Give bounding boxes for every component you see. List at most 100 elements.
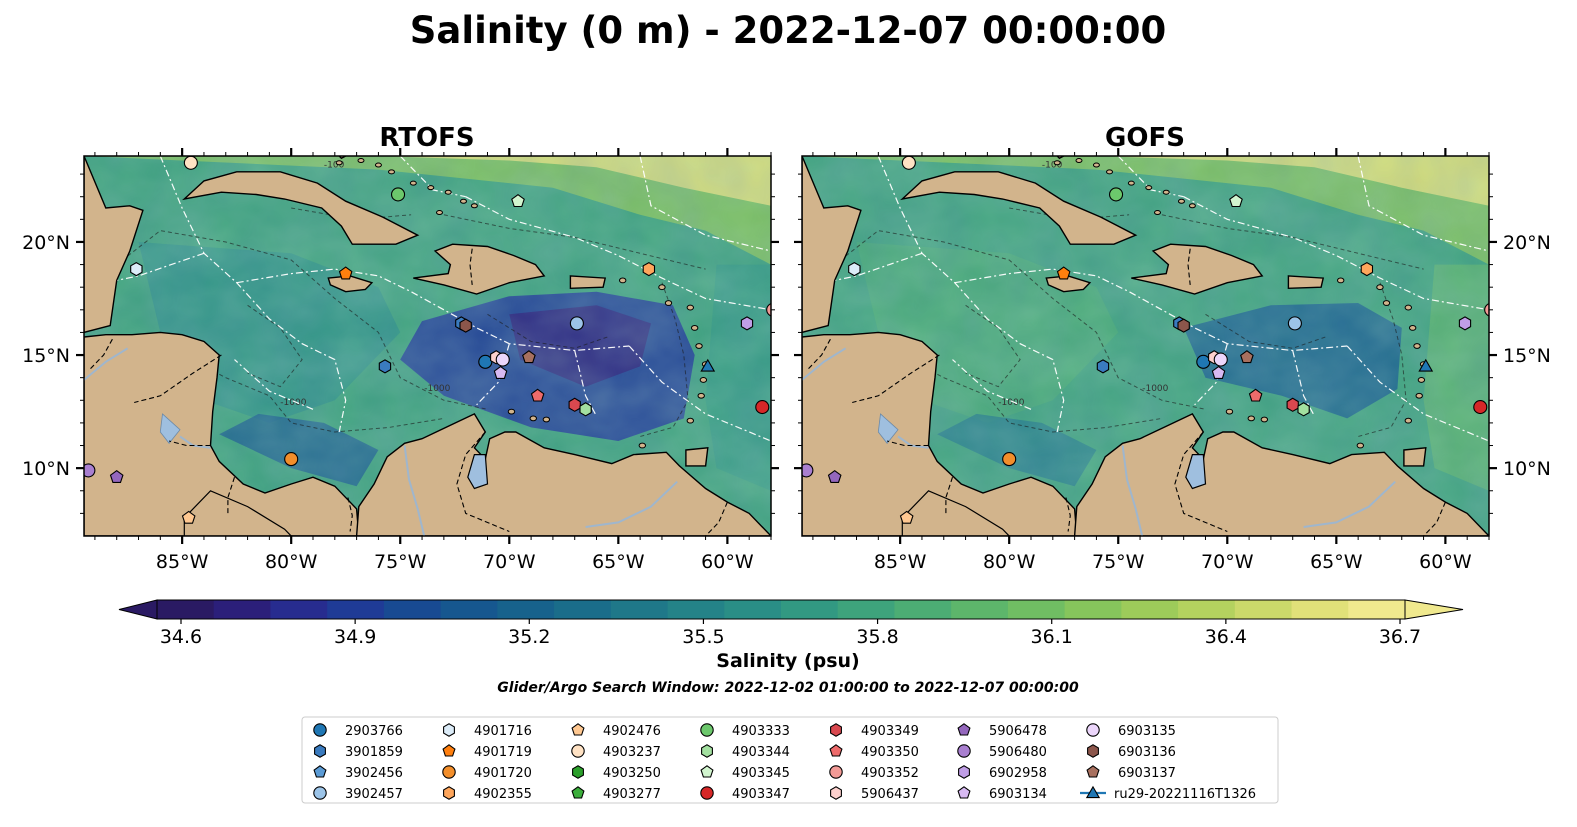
legend-marker-pentagon: [571, 723, 585, 736]
eez-boundary: [234, 359, 314, 410]
island: [618, 277, 627, 284]
country-border: [347, 497, 353, 532]
land-yucatan: [84, 156, 144, 334]
legend-label: 4903277: [603, 787, 661, 802]
eez-boundary: [465, 196, 771, 311]
legend-marker-pentagon: [957, 723, 971, 736]
colorbar-swatch: [781, 600, 839, 619]
island: [435, 210, 443, 216]
float-marker: [1211, 365, 1226, 379]
colorbar-swatch: [157, 600, 215, 619]
island: [1382, 300, 1391, 306]
colorbar-swatch: [1178, 600, 1236, 619]
island: [1092, 162, 1100, 168]
colorbar-swatch: [554, 600, 612, 619]
island: [1404, 304, 1413, 311]
legend-label: ru29-20221116T1326: [1114, 787, 1256, 802]
colorbar-swatch: [383, 600, 442, 619]
island: [1145, 185, 1153, 191]
colorbar-swatch: [951, 600, 1009, 619]
island: [664, 300, 673, 306]
eez-boundary: [1357, 156, 1489, 252]
country-border: [88, 338, 113, 372]
island: [1177, 198, 1185, 204]
map-area-rtofs: -1000 -1000 -100: [84, 156, 771, 536]
island: [1415, 392, 1423, 399]
legend-label: 4903237: [603, 745, 661, 760]
legend-marker-hexagon: [701, 744, 713, 758]
float-marker: [740, 316, 754, 331]
legend-label: 3902457: [345, 787, 403, 802]
float-marker: [183, 156, 198, 170]
legend-label: 3901859: [345, 745, 403, 760]
river: [585, 480, 678, 528]
colorbar-tick-label: 34.9: [334, 626, 376, 648]
bathymetry-contour: [899, 354, 1162, 433]
island: [1356, 442, 1365, 449]
eez-boundary: [952, 359, 1032, 410]
float-marker: [1213, 352, 1228, 367]
lon-tick-label: 75°W: [374, 551, 427, 573]
axis-ticks-rtofs: 85°W 80°W 75°W 70°W 65°W 60°W 20°N 15°N 10°N: [22, 148, 779, 573]
legend-marker-circle: [700, 723, 714, 737]
island: [1417, 377, 1426, 383]
island: [1188, 203, 1196, 209]
float-marker: [568, 397, 581, 412]
lake-nicaragua: [877, 413, 899, 444]
colorbar-swatch: [440, 600, 498, 619]
eez-boundary: [1183, 196, 1489, 311]
legend-marker-circle: [571, 744, 585, 758]
bathymetry-contour: [639, 282, 689, 437]
eez-boundary: [159, 156, 347, 433]
colorbar: 34.6 34.9 35.2 35.5 35.8 36.1 36.4 36.7: [118, 599, 1464, 648]
contour-label: -1000: [1142, 384, 1168, 394]
float-marker: [802, 463, 814, 478]
colorbar-swatch: [1234, 600, 1293, 619]
lon-tick-label: 80°W: [983, 551, 1036, 573]
colorbar-swatch: [610, 600, 669, 619]
bathymetry-contour: [834, 230, 1206, 410]
float-marker: [827, 470, 842, 483]
island: [542, 416, 551, 423]
legend-marker-hexagon: [572, 765, 584, 779]
island: [695, 343, 703, 349]
legend-label: 4903347: [732, 787, 790, 802]
colorbar-swatch: [1291, 600, 1349, 619]
legend-marker-hexagon: [1087, 744, 1099, 758]
bathymetry-contour: [181, 354, 444, 433]
legend-label: 4902355: [474, 787, 532, 802]
island: [1075, 158, 1083, 164]
float-marker: [522, 350, 536, 364]
legend-label: 3902456: [345, 766, 403, 781]
legend-label: 4902476: [603, 724, 661, 739]
land-cuba: [900, 171, 1138, 245]
map-panel-gofs: GOFS -1000 -1000 -100 85°W 80°W 75°W 70°W 65°W…: [794, 123, 1551, 573]
legend-label: 4903333: [732, 724, 790, 739]
colorbar-swatch: [1007, 600, 1066, 619]
island: [409, 180, 417, 186]
colorbar-swatch: [1121, 600, 1179, 619]
colorbar-swatch: [837, 600, 896, 619]
float-marker: [495, 352, 510, 367]
legend-marker-hexagon: [830, 786, 842, 800]
legend-marker-circle: [1086, 723, 1100, 737]
lon-tick-label: 85°W: [156, 551, 209, 573]
country-border: [1065, 497, 1071, 532]
legend-label: 4903250: [603, 766, 661, 781]
float-marker: [579, 402, 592, 417]
legend: 2903766 3901859 3902456 3902457 4901716 49017…: [301, 716, 1279, 804]
float-marker: [899, 510, 914, 524]
eez-boundary: [1346, 345, 1489, 442]
lat-tick-label: 10°N: [22, 458, 70, 480]
map-frame-gofs: [801, 155, 1490, 537]
map-area-gofs: -1000 -1000 -100: [802, 156, 1489, 536]
legend-label: 4903349: [861, 724, 919, 739]
legend-marker-circle: [829, 765, 843, 779]
map-frame-rtofs: [83, 155, 772, 537]
contour-label: -1000: [998, 398, 1024, 408]
island: [1225, 408, 1234, 415]
colorbar-extend-high: [1404, 599, 1464, 620]
float-marker: [478, 354, 493, 369]
legend-label: 4903345: [732, 766, 790, 781]
island: [470, 203, 478, 209]
